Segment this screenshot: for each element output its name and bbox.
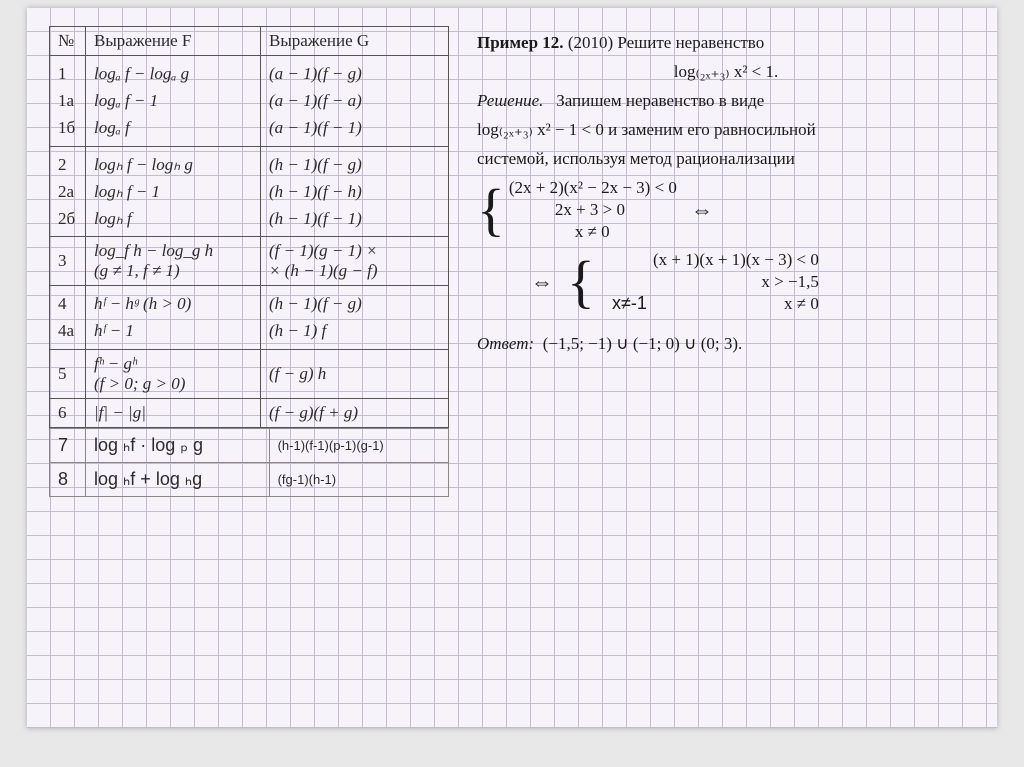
row-f: fʰ − gʰ (f > 0; g > 0) [86,349,261,398]
table-row: 6 |f| − |g| (f − g)(f + g) [50,398,449,427]
row-g: (h-1)(f-1)(p-1)(g-1) [269,428,448,462]
row-num: 1 [58,60,77,87]
solution-text-2: системой, используя метод рационализации [477,148,975,171]
row-f: logₕ f [94,205,252,232]
left-brace-icon: { [477,184,505,236]
solution-label: Решение. [477,91,543,110]
row-f: log ₕf · log ₚ g [86,428,270,462]
table-row: 3 log_f h − log_g h (g ≠ 1, f ≠ 1) (f − … [50,237,449,286]
rationalization-table: № Выражение F Выражение G 1 1а 1б logₐ f… [49,26,449,428]
answer-line: Ответ: (−1,5; −1) ∪ (−1; 0) ∪ (0; 3). [477,333,975,356]
table-row: 5 fʰ − gʰ (f > 0; g > 0) (f − g) h [50,349,449,398]
col-f-header: Выражение F [86,27,261,56]
row-f: |f| − |g| [86,398,261,427]
row-f: log ₕf + log ₕg [86,462,270,496]
row-f: hᶠ − 1 [94,317,252,344]
row-num: 1а [58,87,77,114]
row-g: (f − 1)(g − 1) × × (h − 1)(g − f) [261,237,449,286]
row-g: (h − 1) f [269,317,440,344]
row-g: (f − g) h [261,349,449,398]
row-f: logₐ f [94,114,252,141]
system-1: { (2x + 2)(x² − 2x − 3) < 0 2x + 3 > 0 x… [477,177,975,243]
system-line: x ≠ 0 [509,221,677,243]
row-num: 8 [50,462,86,496]
iff-icon: ⇔ [691,197,713,223]
row-g: (h − 1)(f − g) [269,151,440,178]
extra-rows-table: 7 log ₕf · log ₚ g (h-1)(f-1)(p-1)(g-1) … [49,428,449,497]
system-line: 2x + 3 > 0 [509,199,677,221]
row-num: 4а [58,317,77,344]
system-line: x > −1,5 [599,271,819,293]
table-row: 8 log ₕf + log ₕg (fg-1)(h-1) [50,462,449,496]
left-column: № Выражение F Выражение G 1 1а 1б logₐ f… [49,26,449,710]
col-g-header: Выражение G [261,27,449,56]
paper-background: № Выражение F Выражение G 1 1а 1б logₐ f… [27,8,997,728]
row-g: (f − g)(f + g) [261,398,449,427]
rewritten-inequality: log₍₂ₓ₊₃₎ x² − 1 < 0 и заменим его равно… [477,119,975,142]
row-num: 6 [50,398,86,427]
iff-icon: ⇔ [531,269,553,295]
solution-text-1: Запишем неравенство в виде [556,91,764,110]
table-header-row: № Выражение F Выражение G [50,27,449,56]
row-f: logₕ f − 1 [94,178,252,205]
row-g: (h − 1)(f − h) [269,178,440,205]
row-f: hᶠ − hᵍ (h > 0) [94,290,252,317]
row-num: 4 [58,290,77,317]
row-num: 2б [58,205,77,232]
row-num: 2 [58,151,77,178]
row-g: (fg-1)(h-1) [269,462,448,496]
row-num: 3 [50,237,86,286]
example-title-rest: (2010) Решите неравенство [564,33,765,52]
row-f: logₐ f − 1 [94,87,252,114]
example-heading: Пример 12. (2010) Решите неравенство [477,32,975,55]
row-num: 2а [58,178,77,205]
right-column: Пример 12. (2010) Решите неравенство log… [449,26,975,710]
inequality: log₍₂ₓ₊₃₎ x² < 1. [477,61,975,84]
row-g: (a − 1)(f − 1) [269,114,440,141]
system-2: ⇔ { (x + 1)(x + 1)(x − 3) < 0 x > −1,5 x… [517,249,975,315]
row-num: 1б [58,114,77,141]
system-line: (2x + 2)(x² − 2x − 3) < 0 [509,177,677,199]
row-g: (h − 1)(f − 1) [269,205,440,232]
extra-condition: x≠-1 [612,293,647,314]
col-number-header: № [50,27,86,56]
row-f: logₐ f − logₐ g [94,60,252,87]
row-f: logₕ f − logₕ g [94,151,252,178]
row-num: 5 [50,349,86,398]
row-g: (a − 1)(f − g) [269,60,440,87]
system-line: (x + 1)(x + 1)(x − 3) < 0 [599,249,819,271]
answer-value: (−1,5; −1) ∪ (−1; 0) ∪ (0; 3). [543,334,743,353]
row-num: 7 [50,428,86,462]
left-brace-icon: { [567,256,595,308]
solution-line-1: Решение. Запишем неравенство в виде [477,90,975,113]
example-title-bold: Пример 12. [477,33,564,52]
answer-label: Ответ: [477,334,534,353]
row-f: log_f h − log_g h (g ≠ 1, f ≠ 1) [86,237,261,286]
row-g: (h − 1)(f − g) [269,290,440,317]
row-g: (a − 1)(f − a) [269,87,440,114]
table-row: 7 log ₕf · log ₚ g (h-1)(f-1)(p-1)(g-1) [50,428,449,462]
